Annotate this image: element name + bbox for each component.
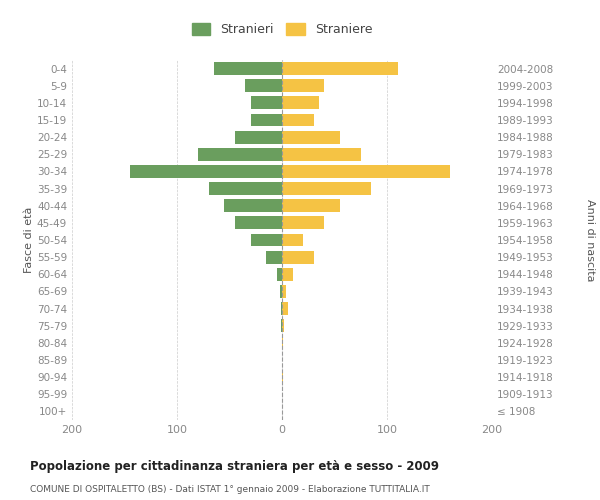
Bar <box>130 165 282 178</box>
Bar <box>245 80 282 92</box>
Bar <box>282 182 371 195</box>
Bar <box>235 216 282 230</box>
Bar <box>282 200 340 212</box>
Bar <box>282 114 314 126</box>
Bar <box>282 320 284 332</box>
Bar <box>282 268 293 280</box>
Bar <box>235 130 282 143</box>
Y-axis label: Fasce di età: Fasce di età <box>24 207 34 273</box>
Bar <box>281 320 282 332</box>
Bar <box>198 148 282 160</box>
Bar <box>281 302 282 315</box>
Bar <box>282 96 319 110</box>
Bar <box>282 250 314 264</box>
Bar <box>282 80 324 92</box>
Bar <box>282 302 289 315</box>
Bar <box>282 336 283 349</box>
Bar <box>282 216 324 230</box>
Text: Popolazione per cittadinanza straniera per età e sesso - 2009: Popolazione per cittadinanza straniera p… <box>30 460 439 473</box>
Bar <box>282 285 286 298</box>
Bar <box>282 62 398 75</box>
Bar <box>282 148 361 160</box>
Text: COMUNE DI OSPITALETTO (BS) - Dati ISTAT 1° gennaio 2009 - Elaborazione TUTTITALI: COMUNE DI OSPITALETTO (BS) - Dati ISTAT … <box>30 485 430 494</box>
Bar <box>280 285 282 298</box>
Bar <box>214 62 282 75</box>
Y-axis label: Anni di nascita: Anni di nascita <box>585 198 595 281</box>
Bar <box>224 200 282 212</box>
Bar <box>266 250 282 264</box>
Legend: Stranieri, Straniere: Stranieri, Straniere <box>188 20 376 40</box>
Bar <box>209 182 282 195</box>
Bar <box>277 268 282 280</box>
Bar <box>282 370 283 384</box>
Bar <box>282 130 340 143</box>
Bar <box>251 96 282 110</box>
Bar <box>282 234 303 246</box>
Bar <box>282 165 450 178</box>
Bar <box>251 114 282 126</box>
Bar <box>251 234 282 246</box>
